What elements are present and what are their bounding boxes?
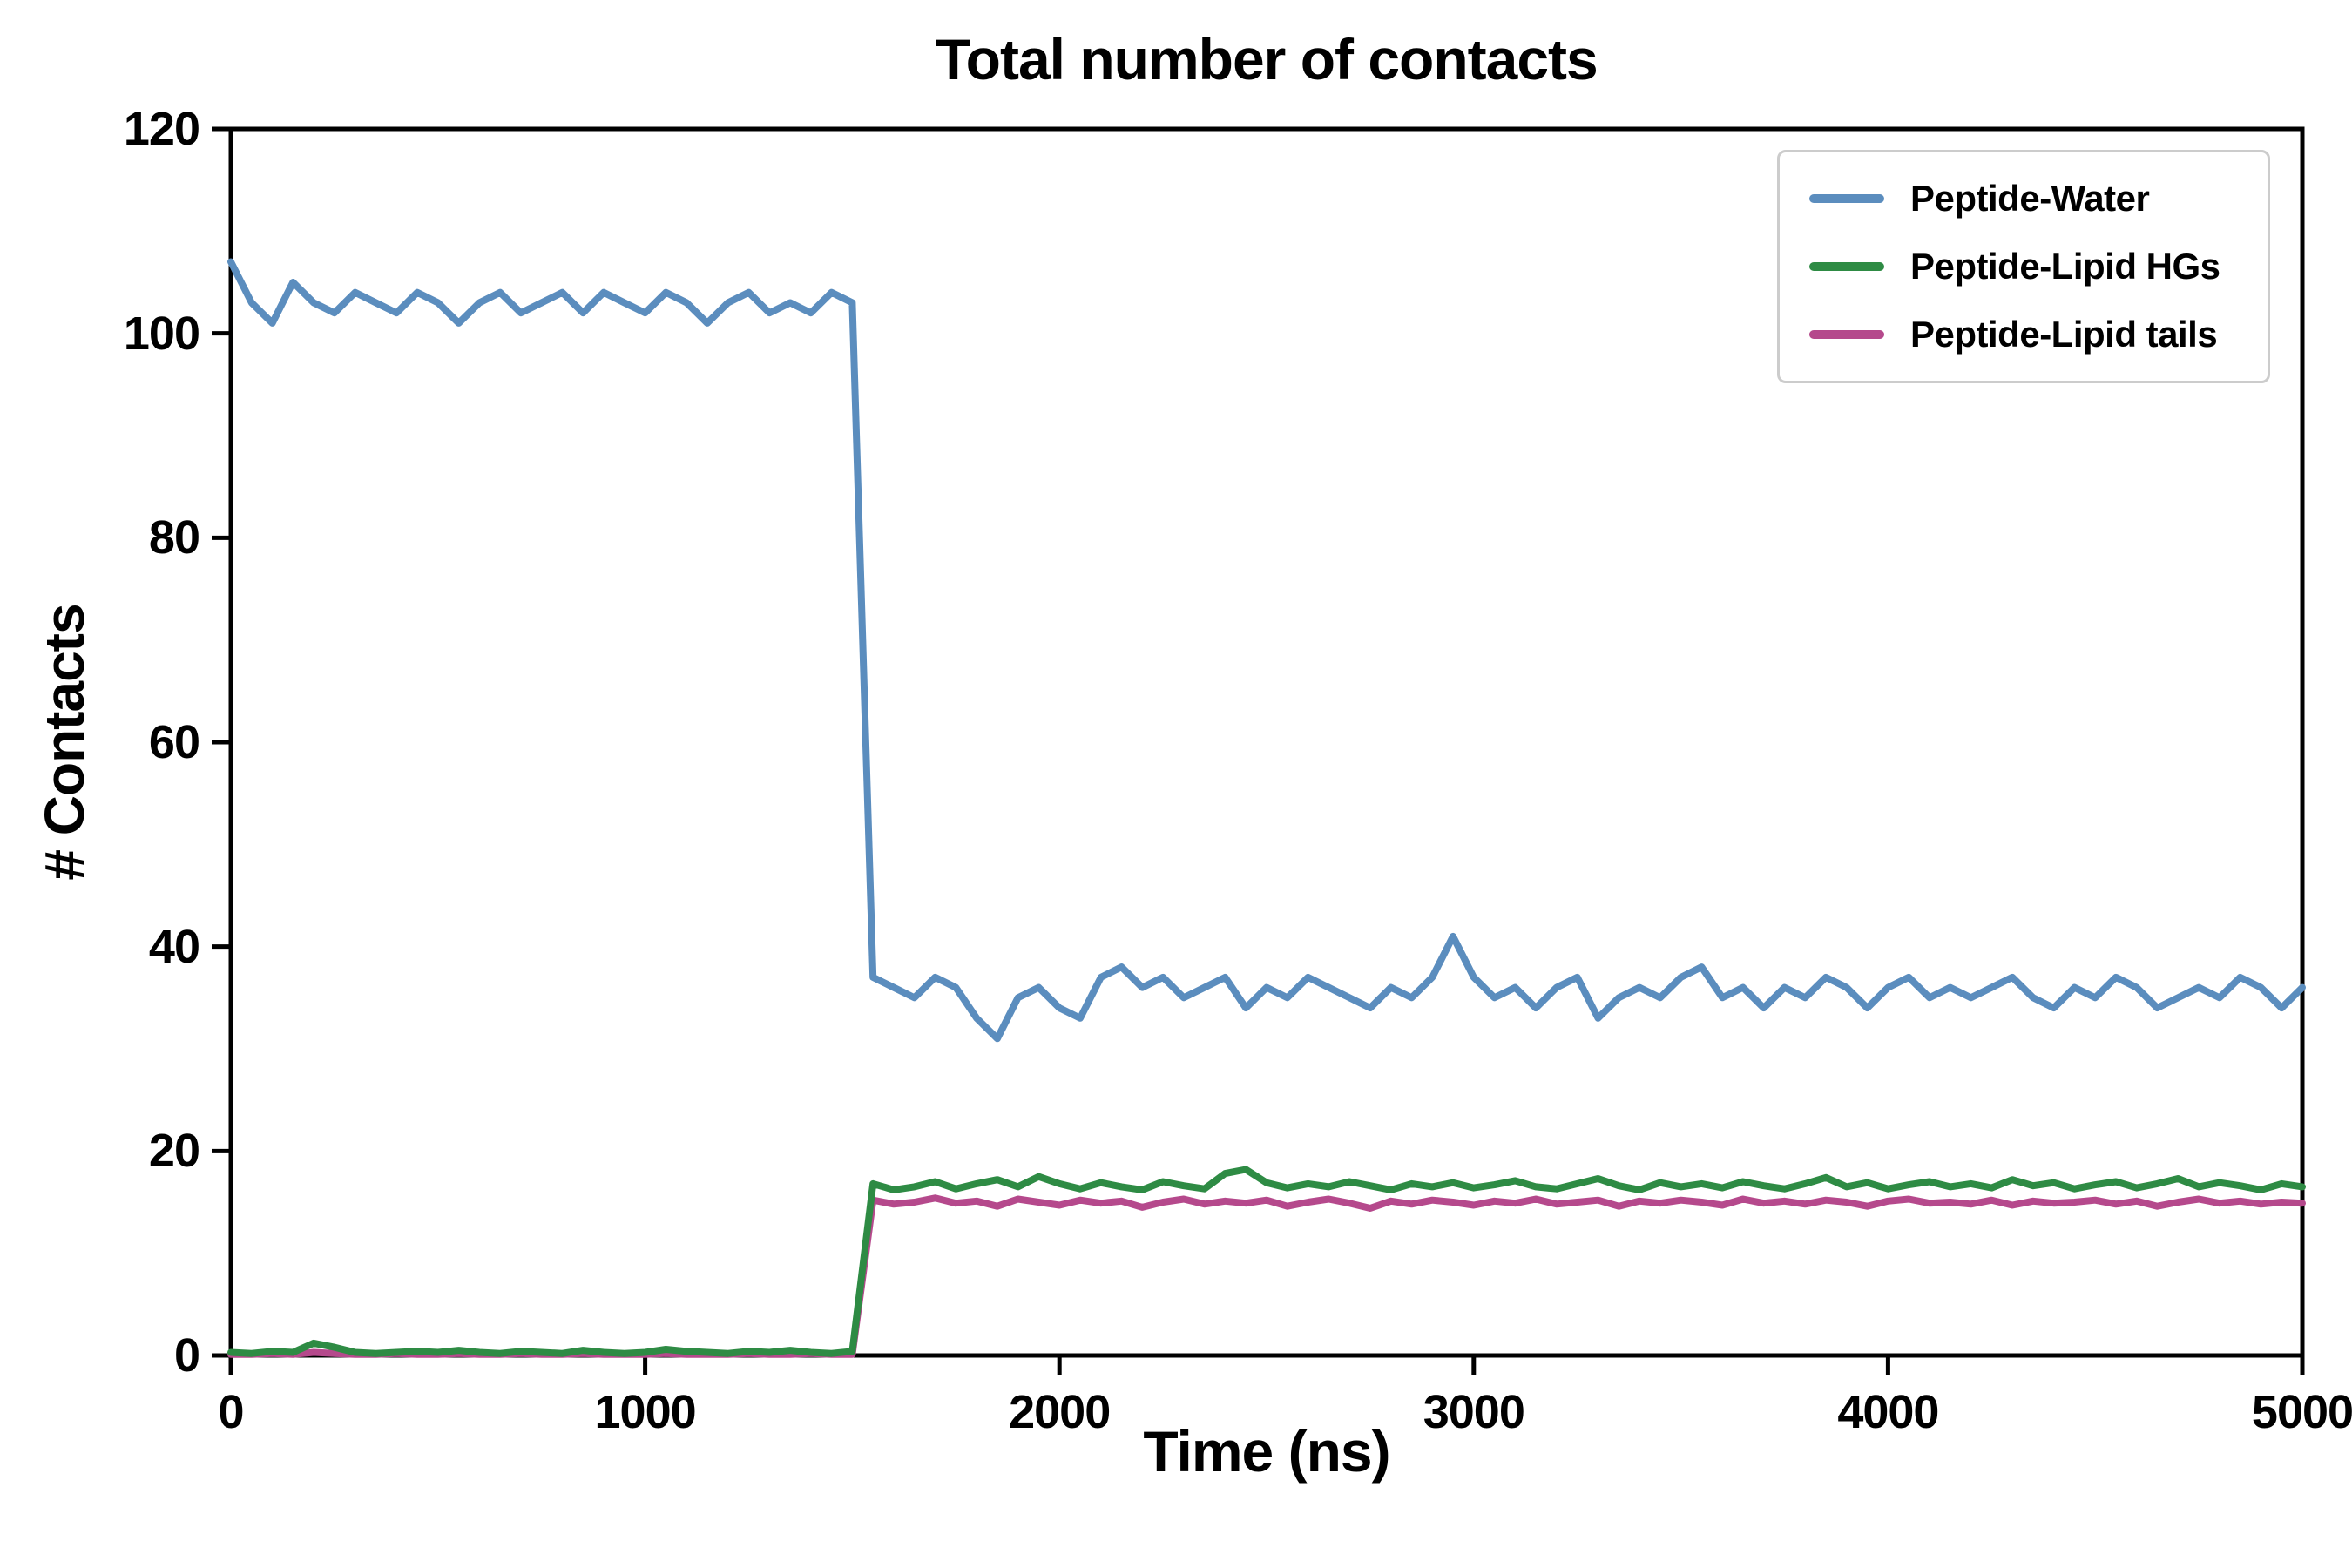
legend-entry-peptide-water: Peptide-Water [1809, 180, 2238, 217]
x-tick-label-1000: 1000 [594, 1386, 697, 1438]
y-tick-label-20: 20 [148, 1125, 200, 1178]
legend-label-peptide-water: Peptide-Water [1910, 178, 2150, 219]
legend-swatch-peptide-lipid-hgs [1809, 262, 1884, 271]
y-tick-label-40: 40 [148, 920, 200, 973]
legend-label-peptide-lipid-hgs: Peptide-Lipid HGs [1910, 246, 2220, 287]
legend-swatch-peptide-lipid-tails [1809, 330, 1884, 339]
x-tick-label-2000: 2000 [1009, 1386, 1111, 1438]
series-line-peptide-lipid-tails [227, 1194, 2306, 1358]
x-tick-label-5000: 5000 [2251, 1386, 2352, 1438]
y-tick-label-100: 100 [123, 307, 200, 360]
legend-swatch-peptide-water [1809, 194, 1884, 203]
y-tick-label-120: 120 [123, 103, 200, 155]
y-tick-label-0: 0 [173, 1329, 200, 1382]
x-axis-label: Time (ns) [1143, 1419, 1390, 1484]
legend-entry-peptide-lipid-tails: Peptide-Lipid tails [1809, 316, 2238, 353]
chart-title: Total number of contacts [936, 27, 1598, 91]
y-axis-label: # Contacts [33, 604, 96, 881]
x-tick-label-4000: 4000 [1837, 1386, 1939, 1438]
y-tick-label-80: 80 [148, 511, 200, 564]
y-tick-label-60: 60 [148, 716, 200, 768]
series-line-peptide-water [227, 258, 2306, 1043]
legend-entry-peptide-lipid-hgs: Peptide-Lipid HGs [1809, 248, 2238, 285]
legend-label-peptide-lipid-tails: Peptide-Lipid tails [1910, 314, 2218, 355]
series-line-peptide-lipid-hgs [227, 1166, 2306, 1357]
x-tick-label-3000: 3000 [1423, 1386, 1525, 1438]
legend: Peptide-Water Peptide-Lipid HGs Peptide-… [1777, 150, 2270, 383]
x-tick-label-0: 0 [218, 1386, 244, 1438]
